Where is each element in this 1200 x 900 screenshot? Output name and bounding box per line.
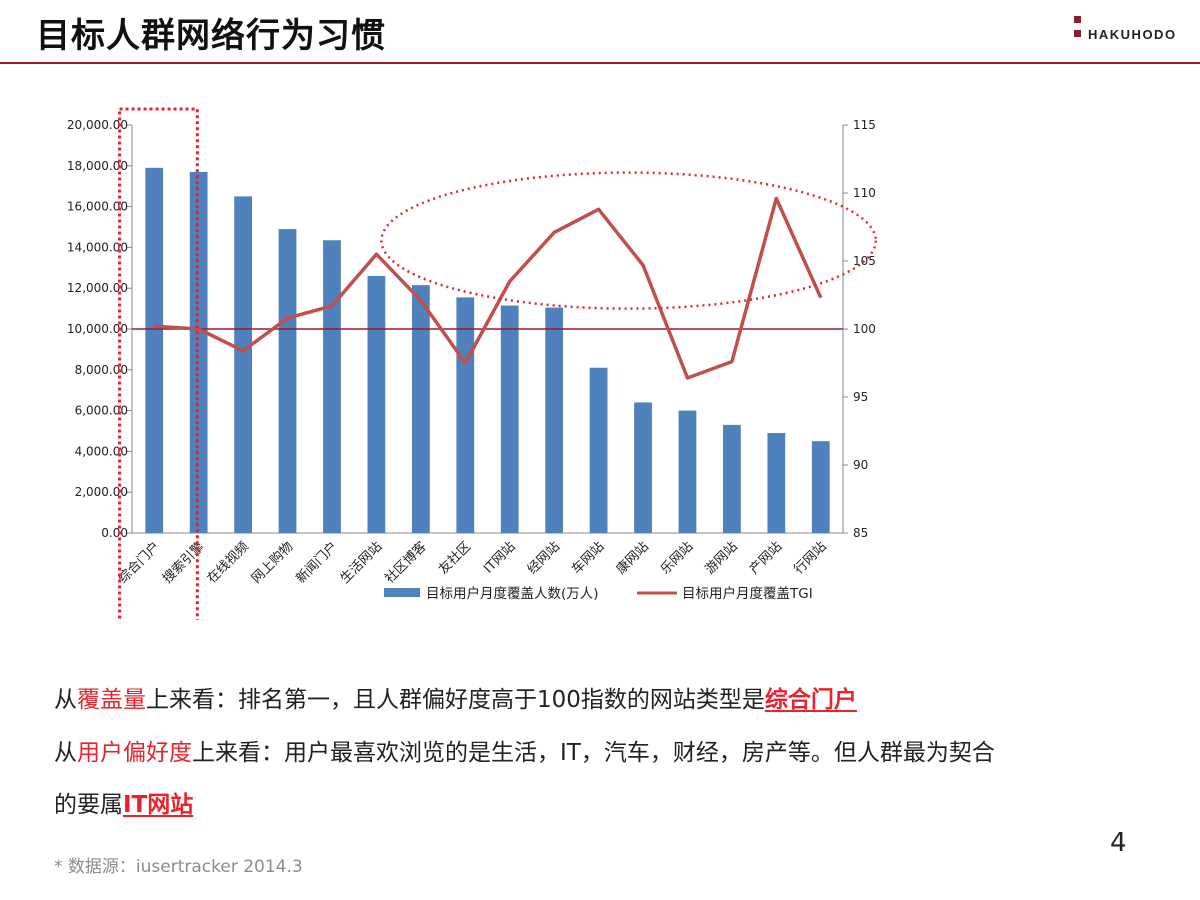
bar — [278, 229, 297, 534]
note-line-2: 从用户偏好度上来看：用户最喜欢浏览的是生活，IT，汽车，财经，房产等。但人群最为… — [54, 740, 995, 766]
legend-line-label: 目标用户月度覆盖TGI — [682, 585, 813, 602]
highlight-it: IT网站 — [123, 792, 194, 818]
note-line-3: 的要属IT网站 — [54, 792, 194, 818]
x-tick-label: 社区博客 — [382, 539, 430, 587]
bar — [767, 433, 786, 533]
x-tick-label: 行网站 — [791, 539, 829, 577]
bar — [234, 196, 252, 533]
logo-square-icon — [1074, 30, 1081, 37]
x-tick-label: 搜索引擎 — [160, 539, 207, 586]
x-tick-label: 经网站 — [525, 539, 563, 577]
x-tick-label: 产网站 — [747, 539, 785, 577]
x-tick-label: 车网站 — [569, 539, 608, 578]
right-tick-label: 90 — [853, 458, 868, 472]
bar — [545, 307, 564, 533]
x-tick-label: 新闻门户 — [293, 539, 341, 587]
header-divider — [0, 62, 1200, 64]
bar — [589, 367, 608, 533]
x-tick-label: 友社区 — [435, 539, 474, 578]
left-tick-label: 12,000.00 — [67, 281, 128, 295]
bar — [456, 297, 475, 533]
bar — [189, 171, 208, 534]
highlight-ellipse — [380, 171, 878, 310]
bar — [634, 402, 652, 533]
bar — [500, 305, 519, 533]
x-tick-label: 康网站 — [613, 539, 652, 578]
right-tick-label: 85 — [853, 526, 868, 540]
tgi-line — [154, 196, 823, 380]
x-tick-label: 乐网站 — [658, 539, 696, 577]
coverage-chart: 0.00 2,000.00 4,000.00 6,000.00 8,000.00 10,0… — [67, 107, 878, 620]
bar — [145, 167, 164, 533]
data-source: * 数据源：iusertracker 2014.3 — [54, 857, 303, 877]
right-tick-label: 100 — [853, 322, 876, 336]
left-tick-label: 20,000.00 — [67, 118, 128, 132]
page-title: 目标人群网络行为习惯 — [36, 16, 386, 56]
bar — [367, 275, 386, 533]
right-tick-label: 110 — [853, 186, 876, 200]
brand-name: HAKUHODO — [1088, 27, 1177, 42]
left-tick-label: 4,000.00 — [75, 444, 128, 458]
left-tick-label: 14,000.00 — [67, 240, 128, 254]
highlight-portal: 综合门户 — [764, 687, 857, 713]
right-tick-label: 95 — [853, 390, 868, 404]
left-tick-label: 0.00 — [101, 526, 128, 540]
legend-bar-label: 目标用户月度覆盖人数(万人) — [426, 585, 599, 602]
x-tick-label: 生活网站 — [338, 539, 385, 586]
bar — [678, 410, 697, 533]
note-line-1: 从覆盖量上来看：排名第一，且人群偏好度高于100指数的网站类型是综合门户 — [54, 687, 857, 713]
bar — [411, 285, 430, 533]
legend-bar-swatch — [384, 588, 420, 597]
left-tick-label: 2,000.00 — [75, 485, 128, 499]
highlight-box — [118, 107, 199, 620]
left-tick-label: 10,000.00 — [67, 322, 128, 336]
x-tick-label: 网上购物 — [248, 539, 296, 587]
bar — [723, 424, 741, 533]
x-tick-label: 综合门户 — [115, 539, 163, 587]
left-tick-label: 6,000.00 — [75, 404, 128, 418]
brand-logo: HAKUHODO — [1070, 16, 1190, 46]
left-tick-label: 16,000.00 — [67, 200, 128, 214]
x-tick-label: 在线视频 — [205, 539, 252, 586]
x-tick-label: 游网站 — [703, 539, 741, 577]
left-tick-label: 18,000.00 — [67, 159, 128, 173]
x-tick-label: IT网站 — [481, 539, 518, 576]
page-number: 4 — [1110, 828, 1127, 858]
bar — [811, 441, 830, 533]
bar — [323, 240, 341, 533]
logo-square-icon — [1074, 16, 1081, 23]
right-tick-label: 115 — [853, 118, 876, 132]
left-tick-label: 8,000.00 — [75, 363, 128, 377]
